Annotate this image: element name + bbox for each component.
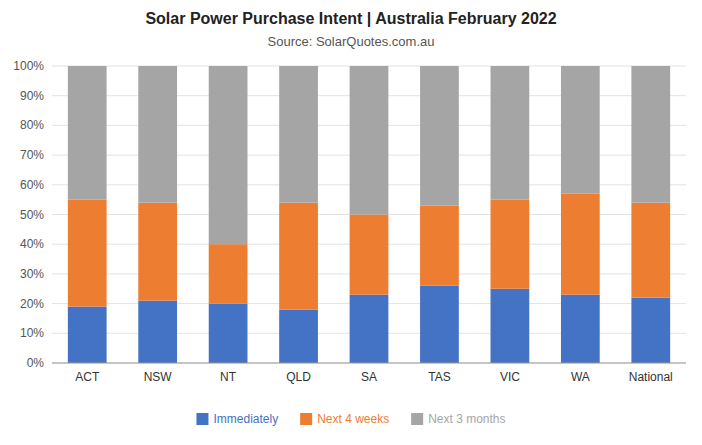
bar (138, 301, 177, 363)
legend-swatch (300, 413, 312, 425)
bar (491, 66, 530, 200)
bar (561, 194, 600, 295)
bar (138, 66, 177, 203)
bar (279, 66, 318, 203)
y-tick-label: 100% (13, 59, 44, 73)
legend-swatch (411, 413, 423, 425)
x-tick-label: National (629, 370, 673, 384)
y-tick-label: 80% (20, 118, 44, 132)
y-tick-label: 90% (20, 89, 44, 103)
bar (350, 66, 389, 215)
grid (52, 66, 686, 363)
chart-container: Solar Power Purchase Intent | Australia … (0, 0, 702, 445)
bar (631, 203, 670, 298)
bar (68, 200, 107, 307)
x-tick-label: NSW (144, 370, 173, 384)
y-tick-label: 0% (27, 356, 45, 370)
bar (350, 215, 389, 295)
bar (420, 286, 459, 363)
bar (350, 295, 389, 363)
y-tick-label: 60% (20, 178, 44, 192)
x-axis-line (52, 363, 686, 364)
bar (631, 66, 670, 203)
bar (561, 295, 600, 363)
legend-label: Immediately (213, 412, 278, 426)
y-tick-label: 40% (20, 237, 44, 251)
bar (209, 66, 248, 244)
bar (491, 200, 530, 289)
bar (209, 304, 248, 363)
bar (561, 66, 600, 194)
legend-item: Next 3 months (411, 412, 505, 426)
bar (209, 244, 248, 303)
bar (68, 307, 107, 363)
y-tick-label: 70% (20, 148, 44, 162)
x-tick-label: SA (361, 370, 377, 384)
bar (631, 298, 670, 363)
title: Solar Power Purchase Intent | Australia … (145, 10, 556, 27)
bar (420, 206, 459, 286)
y-tick-label: 30% (20, 267, 44, 281)
x-tick-label: ACT (75, 370, 100, 384)
x-tick-label: QLD (286, 370, 311, 384)
legend-label: Next 3 months (428, 412, 505, 426)
x-tick-label: TAS (428, 370, 450, 384)
y-tick-label: 50% (20, 208, 44, 222)
y-tick-label: 20% (20, 297, 44, 311)
bars (68, 66, 670, 363)
subtitle: Source: SolarQuotes.com.au (268, 34, 435, 49)
x-tick-label: VIC (500, 370, 520, 384)
grid-line (52, 363, 686, 364)
bar (279, 310, 318, 363)
y-tick-label: 10% (20, 326, 44, 340)
legend-label: Next 4 weeks (317, 412, 389, 426)
bar (68, 66, 107, 200)
legend-swatch (196, 413, 208, 425)
legend: Immediately Next 4 weeks Next 3 months (196, 412, 505, 426)
x-tick-label: WA (571, 370, 590, 384)
bar (420, 66, 459, 206)
legend-item: Immediately (196, 412, 278, 426)
x-tick-label: NT (220, 370, 237, 384)
bar (279, 203, 318, 310)
chart-svg: Solar Power Purchase Intent | Australia … (0, 0, 702, 445)
bar (138, 203, 177, 301)
legend-item: Next 4 weeks (300, 412, 389, 426)
bar (491, 289, 530, 363)
